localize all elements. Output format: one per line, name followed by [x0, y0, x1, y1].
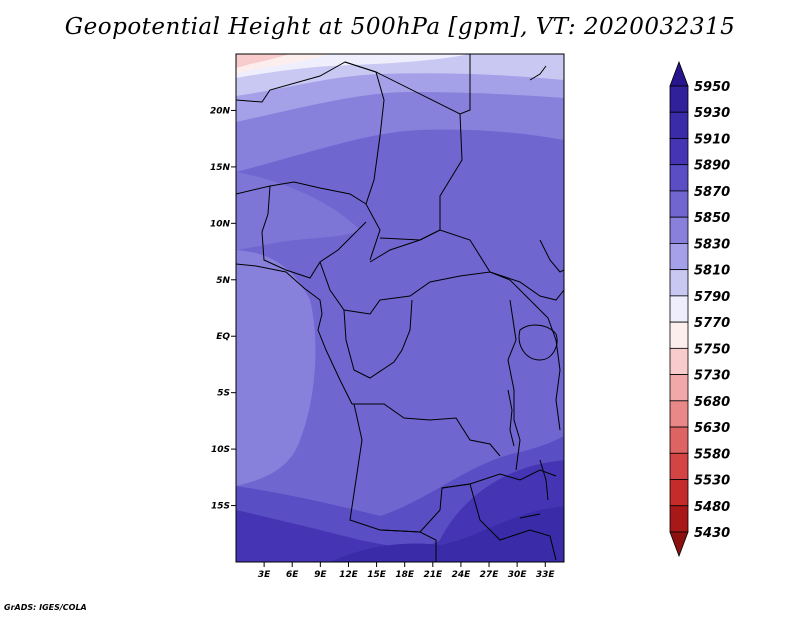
map-frame	[235, 53, 565, 563]
border-car-sudan	[369, 229, 491, 273]
border-east	[539, 239, 564, 273]
colorbar: 5950 5930 5910 5890 5870 5850 5830 5810 5790 5770…	[669, 60, 730, 558]
border-sudan-chad	[379, 113, 463, 241]
height-field	[236, 54, 564, 562]
border-congo-drc	[343, 299, 413, 379]
colorbar-level-label: 5770	[694, 316, 730, 331]
lon-tick-label: 27E	[480, 570, 500, 580]
colorbar-segment	[669, 295, 689, 323]
border-nigeria	[261, 185, 367, 279]
lat-tick-label: 15S	[211, 502, 230, 512]
colorbar-segment	[669, 426, 689, 454]
colorbar-level-label: 5850	[694, 211, 730, 226]
colorbar-level-label: 5910	[694, 132, 730, 147]
lat-tick-label: 10N	[210, 219, 231, 229]
colorbar-level-label: 5430	[694, 526, 730, 541]
lake-victoria	[518, 324, 558, 361]
colorbar-segment	[669, 479, 689, 507]
colorbar-level-label: 5790	[694, 290, 730, 305]
lat-tick-label: EQ	[216, 332, 230, 342]
border-namibia-botswana	[379, 529, 437, 562]
coastline-west	[236, 263, 353, 405]
border-drc-east	[507, 299, 521, 471]
colorbar-bottom-triangle	[669, 531, 689, 558]
colorbar-segment	[669, 321, 689, 349]
lon-tick-label: 9E	[314, 570, 327, 580]
lat-tick-label: 20N	[210, 106, 231, 116]
lat-tick-label: 15N	[210, 163, 231, 173]
colorbar-segment	[669, 216, 689, 244]
colorbar-level-label: 5890	[694, 159, 730, 174]
colorbar-level-label: 5630	[694, 421, 730, 436]
red-sea	[529, 65, 547, 81]
lake-malawi	[539, 459, 549, 501]
lon-tick-label: 3E	[258, 570, 271, 580]
border-zimbabwe	[469, 483, 557, 561]
lon-tick-label: 21E	[423, 570, 443, 580]
lon-tick-label: 24E	[452, 570, 472, 580]
field-band-west	[236, 250, 316, 486]
colorbar-segment	[669, 243, 689, 271]
lat-tick-label: 10S	[211, 445, 230, 455]
colorbar-segment	[669, 505, 689, 533]
lat-tick-label: 5N	[216, 276, 230, 286]
lake-kariba	[519, 513, 541, 519]
country-borders	[236, 54, 564, 562]
field-band-5770	[236, 54, 290, 68]
colorbar-level-label: 5750	[694, 342, 730, 357]
lake-tanganyika	[507, 389, 515, 447]
colorbar-segment	[669, 164, 689, 192]
colorbar-segment	[669, 85, 689, 113]
lon-tick-label: 12E	[339, 570, 359, 580]
lon-tick-label: 33E	[536, 570, 556, 580]
border-zambia	[441, 469, 557, 489]
colorbar-level-label: 5830	[694, 237, 730, 252]
colorbar-level-label: 5480	[694, 500, 730, 515]
colorbar-segment	[669, 400, 689, 428]
colorbar-segment	[669, 269, 689, 297]
colorbar-level-label: 5950	[694, 80, 730, 95]
colorbar-segment	[669, 374, 689, 402]
border-drc-angola	[352, 403, 501, 457]
lon-tick-label: 18E	[395, 570, 415, 580]
colorbar-segment	[669, 111, 689, 139]
lon-tick-label: 6E	[286, 570, 299, 580]
border-north-africa	[236, 61, 385, 261]
longitude-axis: 3E 6E 9E 12E 15E 18E 21E 24E 27E 30E 33E	[258, 562, 556, 580]
colorbar-segment	[669, 138, 689, 166]
colorbar-level-label: 5530	[694, 474, 730, 489]
colorbar-segment	[669, 190, 689, 218]
colorbar-segment	[669, 452, 689, 480]
border-sahel	[236, 181, 367, 205]
border-south-sudan	[489, 271, 564, 301]
border-east-africa	[529, 299, 561, 431]
colorbar-level-label: 5580	[694, 447, 730, 462]
field-band-west2	[236, 172, 360, 250]
latitude-axis: 20N 15N 10N 5N EQ 5S 10S 15S	[210, 106, 236, 512]
chart-title: Geopotential Height at 500hPa [gpm], VT:…	[64, 14, 736, 40]
credit-label: GrADS: IGES/COLA	[4, 603, 87, 612]
colorbar-level-label: 5680	[694, 395, 730, 410]
colorbar-level-label: 5730	[694, 369, 730, 384]
lon-tick-label: 30E	[508, 570, 528, 580]
lon-tick-label: 15E	[367, 570, 387, 580]
colorbar-top-triangle	[669, 60, 689, 87]
lat-tick-label: 5S	[217, 389, 230, 399]
colorbar-level-label: 5930	[694, 106, 730, 121]
colorbar-level-label: 5810	[694, 264, 730, 279]
field-band-5930-south	[330, 506, 564, 562]
colorbar-segment	[669, 347, 689, 375]
colorbar-level-label: 5870	[694, 185, 730, 200]
